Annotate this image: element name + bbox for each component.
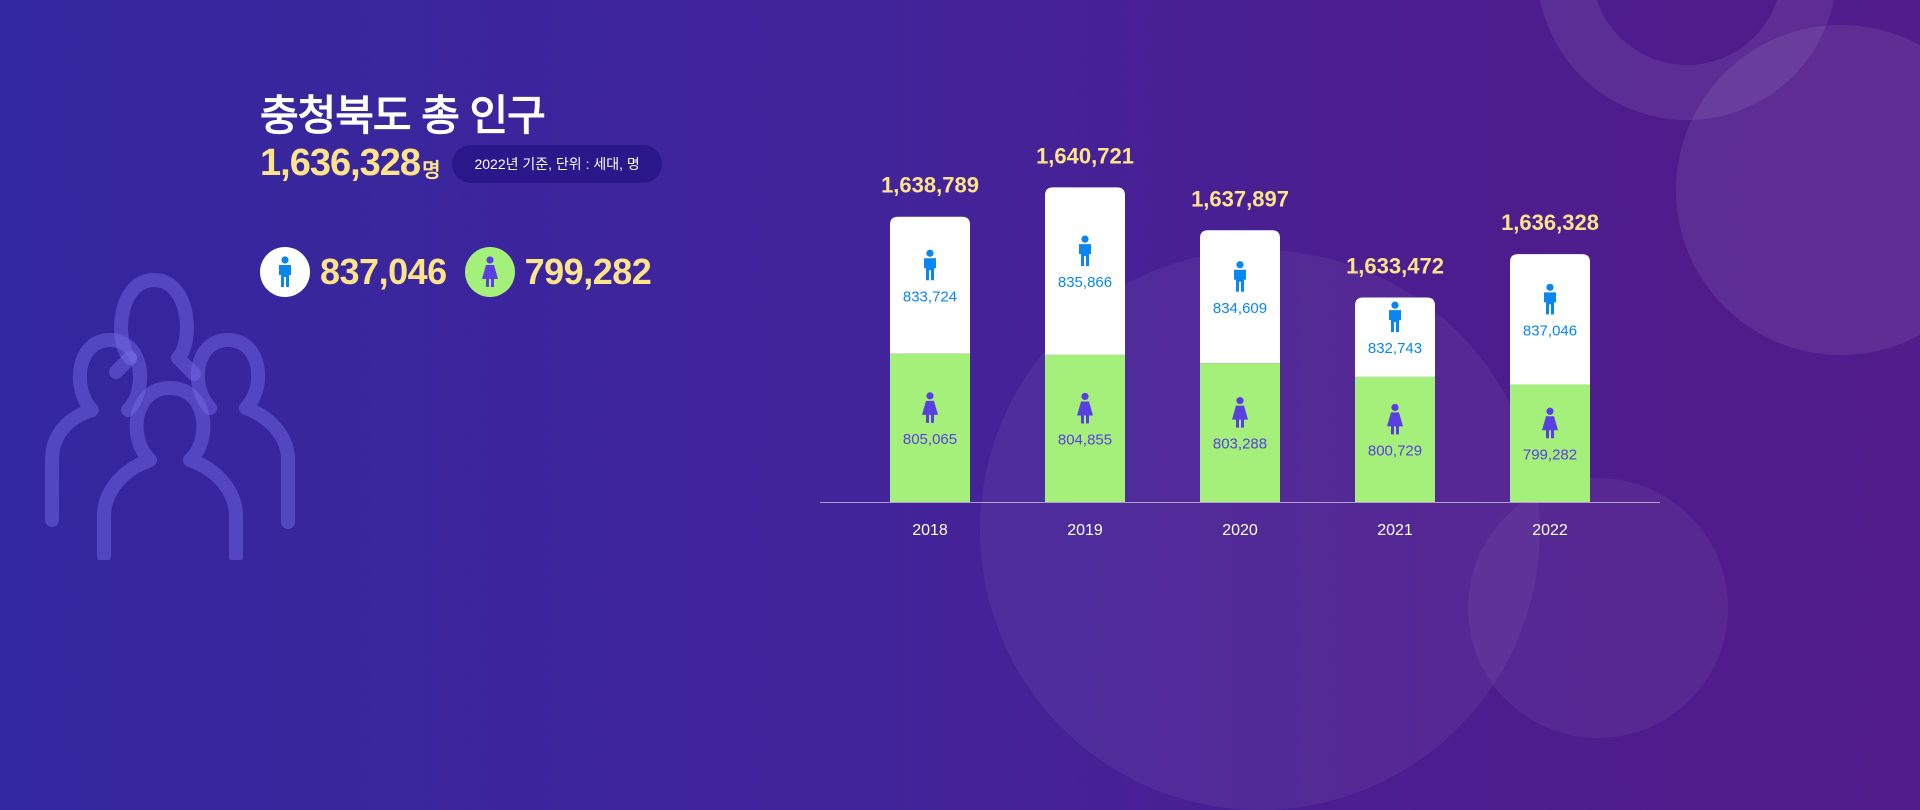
female-value-label: 799,282: [1523, 446, 1577, 463]
female-bar-segment: [1200, 363, 1280, 502]
bar-group-2018: 833,724 805,065 1,638,789 2018: [881, 173, 979, 539]
female-value-label: 800,729: [1368, 442, 1422, 459]
year-tick-label: 2018: [912, 522, 948, 539]
female-value-label: 804,855: [1058, 431, 1112, 448]
bar-group-2022: 837,046 799,282 1,636,328 2022: [1501, 210, 1599, 539]
male-bar-segment: [1355, 297, 1435, 377]
male-icon: [1079, 235, 1091, 267]
female-icon-head: [1391, 403, 1399, 412]
female-total: 799,282: [524, 251, 652, 292]
male-total: 837,046: [320, 251, 447, 292]
year-tick-label: 2022: [1532, 522, 1568, 539]
total-population: 1,636,328 명 2022년 기준, 단위 : 세대, 명: [260, 142, 662, 185]
female-icon-head: [926, 392, 934, 400]
male-icon: [1544, 283, 1556, 315]
basis-badge: 2022년 기준, 단위 : 세대, 명: [452, 144, 662, 183]
year-tick-label: 2019: [1067, 522, 1103, 539]
female-icon-body: [1232, 405, 1248, 428]
female-icon-head: [1081, 392, 1089, 401]
male-value-label: 833,724: [903, 288, 957, 305]
page-title: 충청북도 총 인구: [260, 92, 546, 139]
male-icon-body: [1389, 310, 1401, 333]
male-icon-head: [1081, 235, 1089, 243]
population-chart: 833,724 805,065 1,638,789 2018 835,866 804,85…: [881, 143, 1599, 539]
male-value-label: 832,743: [1368, 340, 1422, 357]
female-icon: [1232, 397, 1248, 428]
total-unit: 명: [422, 160, 441, 182]
male-icon-head: [1391, 301, 1399, 309]
year-tick-label: 2020: [1222, 522, 1258, 539]
male-icon-body: [1234, 269, 1246, 292]
female-icon: [1077, 392, 1093, 424]
female-bar-segment: [890, 353, 970, 502]
female-icon-body: [922, 400, 938, 423]
male-bar-segment: [1045, 187, 1125, 355]
male-value-label: 835,866: [1058, 274, 1112, 291]
female-icon-body: [1077, 401, 1093, 424]
female-bar-segment: [1510, 384, 1590, 502]
male-icon-body: [1544, 292, 1556, 315]
gender-summary: 837,046 799,282: [260, 247, 652, 297]
male-value-label: 834,609: [1213, 300, 1267, 317]
total-value-label: 1,636,328: [1501, 210, 1599, 235]
year-tick-label: 2021: [1377, 522, 1413, 539]
female-icon: [1542, 407, 1558, 439]
male-bar-segment: [890, 216, 970, 354]
total-value-label: 1,637,897: [1191, 186, 1289, 211]
total-value: 1,636,328: [260, 142, 421, 184]
total-value-label: 1,638,789: [881, 173, 979, 198]
female-bar-segment: [1045, 354, 1125, 502]
male-icon-head: [1236, 261, 1244, 269]
male-bar-segment: [1510, 254, 1590, 385]
female-icon: [1387, 403, 1403, 435]
male-icon: [1234, 261, 1246, 292]
male-icon: [924, 249, 936, 281]
bar-group-2021: 832,743 800,729 1,633,472 2021: [1346, 253, 1444, 539]
female-icon-body: [1542, 416, 1558, 439]
female-value-label: 805,065: [903, 431, 957, 448]
male-icon: [1389, 301, 1401, 333]
female-icon: [464, 247, 515, 297]
female-icon-head: [1546, 407, 1554, 415]
male-icon-body: [924, 258, 936, 281]
female-icon-head: [1236, 397, 1244, 405]
male-value-label: 837,046: [1523, 322, 1577, 339]
total-value-label: 1,640,721: [1036, 143, 1134, 168]
male-icon-head: [926, 249, 934, 257]
female-bar-segment: [1355, 376, 1435, 502]
bar-group-2020: 834,609 803,288 1,637,897 2020: [1191, 186, 1289, 539]
bar-group-2019: 835,866 804,855 1,640,721 2019: [1036, 143, 1134, 539]
male-icon-head: [1546, 283, 1554, 291]
female-value-label: 803,288: [1213, 436, 1267, 453]
male-icon: [260, 247, 310, 297]
male-bar-segment: [1200, 230, 1280, 364]
total-value-label: 1,633,472: [1346, 253, 1444, 278]
male-icon-body: [1079, 244, 1091, 267]
female-icon-body: [1387, 412, 1403, 435]
female-icon: [922, 392, 938, 423]
people-group-icon: [45, 273, 295, 560]
